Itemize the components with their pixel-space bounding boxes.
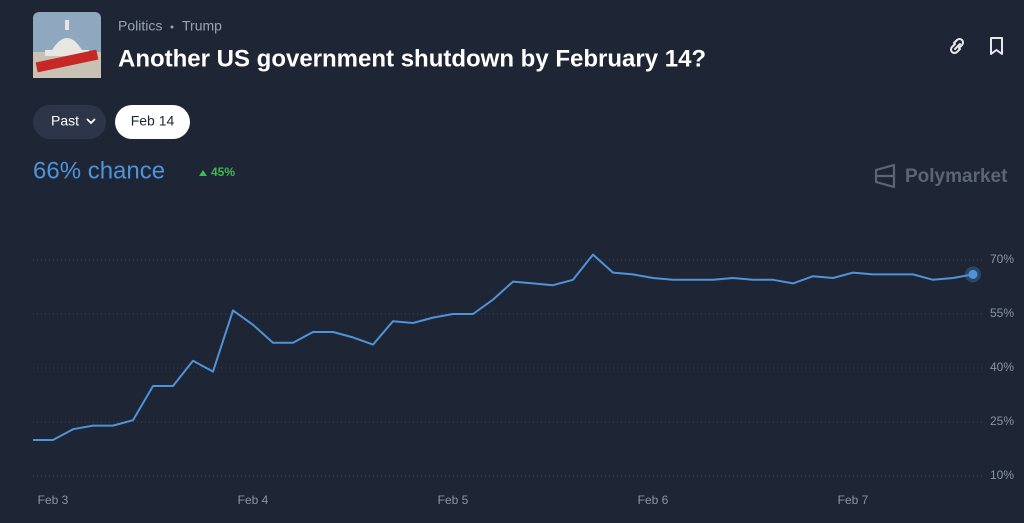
breadcrumb[interactable]: Politics: [118, 18, 162, 34]
breadcrumb[interactable]: Trump: [182, 18, 222, 34]
y-tick-label: 55%: [990, 306, 1014, 320]
brand-logo: [874, 163, 896, 189]
x-tick-label: Feb 6: [638, 493, 669, 507]
chance: 66% chance: [33, 157, 165, 184]
chart: 10% 25% 40% 55% 70% Feb 3 Feb 4 Feb 5 Feb 6 Feb 7: [33, 252, 1014, 507]
x-tick-label: Feb 5: [438, 493, 469, 507]
link-icon[interactable]: [949, 37, 965, 55]
x-tick-label: Feb 7: [838, 493, 869, 507]
bookmark-icon[interactable]: [990, 37, 1003, 55]
x-tick-label: Feb 4: [238, 493, 269, 507]
end-marker: [968, 269, 978, 279]
filter-label[interactable]: Past: [51, 113, 79, 129]
change-arrow: [199, 170, 207, 176]
separator: [170, 25, 174, 29]
y-tick-label: 70%: [990, 252, 1014, 266]
market-title: Another US government shutdown by Februa…: [118, 45, 706, 72]
filter-button[interactable]: [115, 105, 190, 139]
y-tick-label: 10%: [990, 468, 1014, 482]
market-thumbnail: [33, 12, 101, 78]
y-tick-label: 40%: [990, 360, 1014, 374]
filter-label[interactable]: Feb 14: [131, 113, 175, 129]
chevron: [86, 118, 96, 125]
price-line: [33, 253, 974, 441]
x-tick-label: Feb 3: [38, 493, 69, 507]
change: 45%: [211, 165, 235, 179]
y-tick-label: 25%: [990, 414, 1014, 428]
filter-button[interactable]: [33, 105, 106, 139]
brand: Polymarket: [905, 166, 1008, 187]
